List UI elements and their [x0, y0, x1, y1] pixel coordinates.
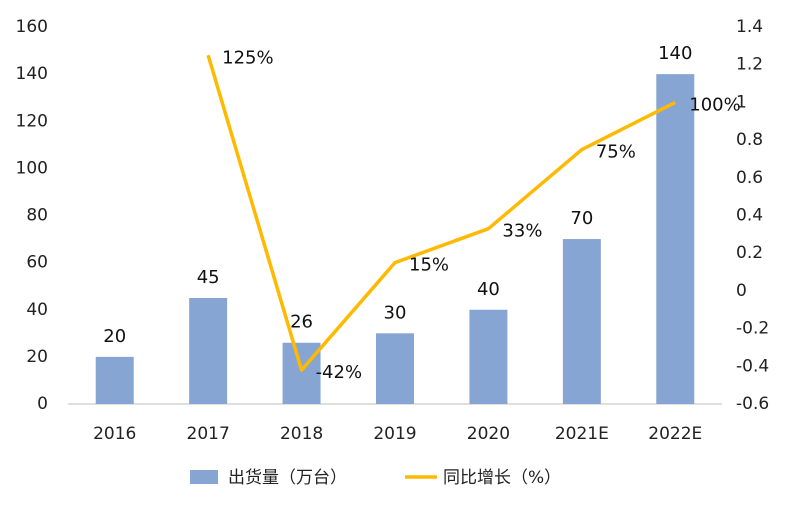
- x-tick-label: 2021E: [555, 424, 609, 444]
- bar-value-label: 40: [477, 279, 500, 300]
- bar: [376, 333, 414, 404]
- y2-tick-label: 0: [736, 281, 747, 301]
- y-tick-label: 160: [16, 17, 48, 37]
- bar-value-label: 20: [103, 326, 126, 347]
- line-value-label: 15%: [409, 255, 449, 276]
- y-tick-label: 0: [37, 394, 48, 414]
- x-tick-label: 2022E: [648, 424, 702, 444]
- x-tick-label: 2018: [280, 424, 323, 444]
- line-value-label: 100%: [689, 94, 740, 115]
- bar: [469, 309, 508, 404]
- bar: [95, 356, 134, 404]
- y2-tick-label: -0.4: [736, 356, 769, 376]
- line-value-label: 33%: [502, 221, 542, 242]
- y-tick-label: 100: [16, 158, 48, 178]
- bar: [189, 297, 228, 404]
- bar-value-label: 45: [197, 267, 220, 288]
- line: [206, 54, 677, 372]
- y2-tick-label: 1: [736, 92, 747, 112]
- x-tick-label: 2017: [187, 424, 230, 444]
- y-tick-label: 60: [26, 253, 48, 273]
- y2-tick-label: 1.4: [736, 17, 763, 37]
- y2-tick-label: -0.6: [736, 394, 769, 414]
- y2-tick-label: 0.4: [736, 206, 763, 226]
- line-value-label: -42%: [316, 362, 363, 383]
- bar-value-label: 70: [570, 208, 593, 229]
- x-tick-label: 2020: [467, 424, 510, 444]
- y2-tick-label: 1.2: [736, 55, 763, 75]
- y2-tick-label: 0.2: [736, 243, 763, 263]
- y2-tick-label: 0.8: [736, 130, 763, 150]
- line-value-label: 125%: [222, 47, 273, 68]
- x-tick-label: 2016: [93, 424, 136, 444]
- y-tick-label: 20: [26, 347, 48, 367]
- bar: [656, 74, 695, 404]
- bar-value-label: 26: [290, 312, 313, 333]
- bar-value-label: 140: [658, 43, 692, 64]
- y-tick-label: 140: [16, 64, 48, 84]
- y-tick-label: 120: [16, 111, 48, 131]
- y2-tick-label: 0.6: [736, 168, 763, 188]
- bar-value-label: 30: [384, 302, 407, 323]
- x-tick-label: 2019: [373, 424, 416, 444]
- legend-label: 出货量（万台）: [228, 468, 347, 488]
- bar: [562, 239, 601, 404]
- line-value-label: 75%: [596, 142, 636, 163]
- y2-tick-label: -0.2: [736, 319, 769, 339]
- legend-label: 同比增长（%）: [443, 468, 561, 488]
- legend-swatch: [190, 470, 218, 484]
- y-tick-label: 40: [26, 300, 48, 320]
- y-tick-label: 80: [26, 206, 48, 226]
